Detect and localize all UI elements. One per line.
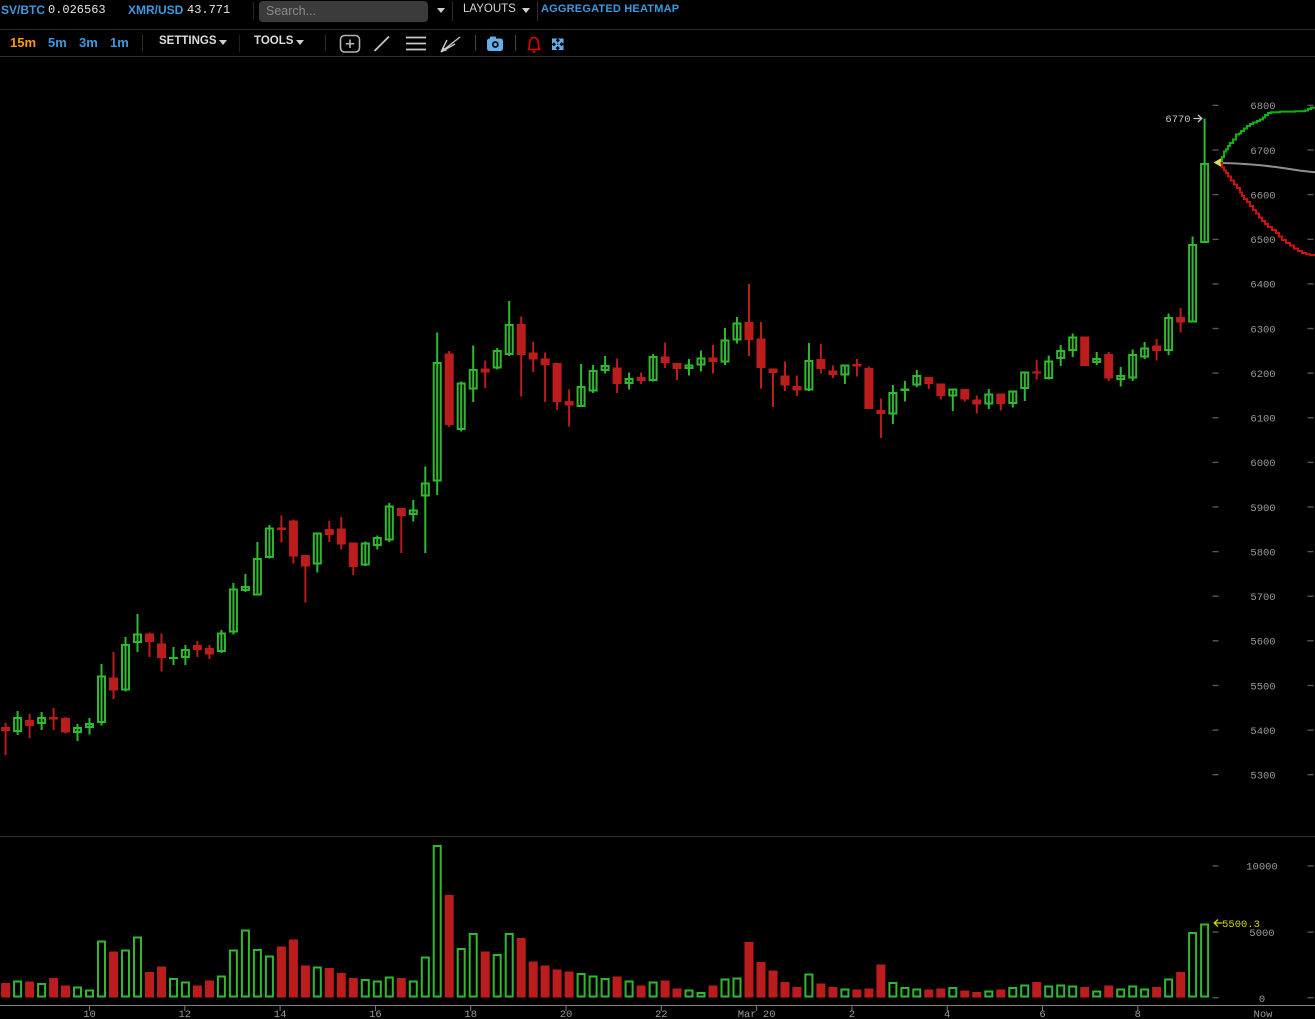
svg-text:10: 10 xyxy=(83,1009,96,1019)
svg-text:5800: 5800 xyxy=(1250,547,1275,559)
svg-text:18: 18 xyxy=(464,1009,477,1019)
svg-text:5600: 5600 xyxy=(1250,637,1275,649)
svg-text:2: 2 xyxy=(849,1009,855,1019)
svg-text:6800: 6800 xyxy=(1250,101,1275,113)
svg-text:6600: 6600 xyxy=(1250,190,1275,202)
svg-text:14: 14 xyxy=(274,1009,287,1019)
svg-text:6770: 6770 xyxy=(1165,114,1190,126)
svg-text:8: 8 xyxy=(1135,1009,1141,1019)
svg-text:6500: 6500 xyxy=(1250,235,1275,247)
svg-text:5700: 5700 xyxy=(1250,592,1275,604)
svg-text:6000: 6000 xyxy=(1250,458,1275,470)
svg-text:5500.3: 5500.3 xyxy=(1222,919,1260,931)
svg-text:Now: Now xyxy=(1254,1009,1274,1019)
svg-text:6700: 6700 xyxy=(1250,146,1275,158)
svg-text:6300: 6300 xyxy=(1250,324,1275,336)
svg-text:5900: 5900 xyxy=(1250,503,1275,515)
svg-text:10000: 10000 xyxy=(1246,862,1278,874)
svg-text:5400: 5400 xyxy=(1250,726,1275,738)
svg-text:22: 22 xyxy=(655,1009,668,1019)
svg-text:6200: 6200 xyxy=(1250,369,1275,381)
svg-text:Mar 20: Mar 20 xyxy=(738,1009,776,1019)
svg-text:16: 16 xyxy=(369,1009,382,1019)
svg-text:12: 12 xyxy=(178,1009,191,1019)
svg-text:0: 0 xyxy=(1259,994,1265,1006)
svg-text:6100: 6100 xyxy=(1250,414,1275,426)
svg-text:5500: 5500 xyxy=(1250,681,1275,693)
svg-text:20: 20 xyxy=(560,1009,573,1019)
svg-text:6400: 6400 xyxy=(1250,280,1275,292)
svg-text:5000: 5000 xyxy=(1249,928,1274,940)
svg-text:4: 4 xyxy=(944,1009,950,1019)
svg-text:6: 6 xyxy=(1039,1009,1045,1019)
svg-text:5300: 5300 xyxy=(1250,771,1275,783)
